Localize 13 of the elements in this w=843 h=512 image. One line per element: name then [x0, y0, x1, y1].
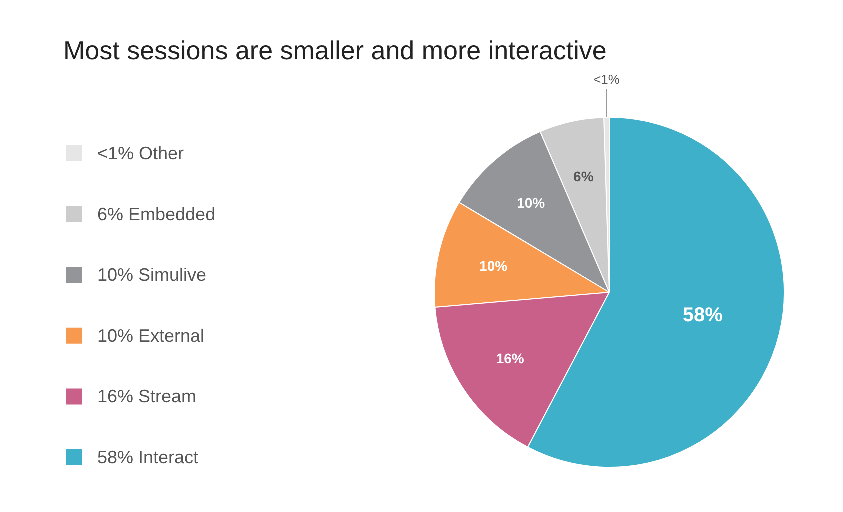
legend-label: 10% Simulive — [98, 265, 207, 286]
data-label: 10% — [480, 258, 508, 274]
legend-label: 10% External — [98, 326, 205, 346]
legend-label: 16% Stream — [98, 386, 197, 407]
chart-title: Most sessions are smaller and more interactive — [64, 36, 607, 66]
data-label: 10% — [517, 194, 546, 211]
legend-label: 6% Embedded — [98, 204, 216, 224]
data-label: 58% — [682, 304, 724, 327]
data-label: 16% — [496, 350, 525, 366]
data-label: 6% — [574, 168, 594, 184]
legend-label: <1% Other — [98, 144, 184, 164]
data-label: <1% — [594, 72, 620, 88]
legend-label: 58% Interact — [98, 448, 199, 468]
